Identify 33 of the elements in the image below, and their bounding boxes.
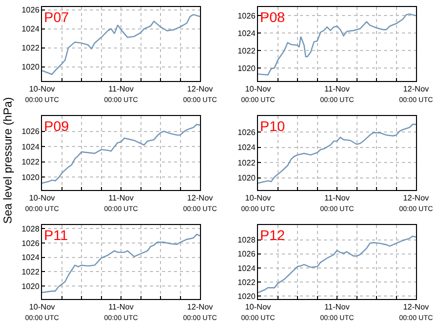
y-tick-label: 1024 <box>238 264 256 273</box>
chart-title: P08 <box>260 9 286 25</box>
y-tick-label: 1020 <box>238 174 256 183</box>
y-tick-label: 1028 <box>238 236 256 245</box>
chart-title: P11 <box>44 227 68 243</box>
y-tick-label: 1024 <box>22 24 40 34</box>
y-axis-title: Sea level pressure (hPa) <box>2 96 16 226</box>
y-tick-label: 1022 <box>238 158 256 168</box>
y-tick-label: 1024 <box>238 143 256 152</box>
y-tick-label: 1020 <box>238 64 256 73</box>
y-tick-label: 1022 <box>22 268 40 276</box>
y-tick-label: 1022 <box>22 44 40 53</box>
y-tick-label: 1026 <box>238 12 256 21</box>
chart-title: P10 <box>260 118 286 134</box>
y-tick-label: 1026 <box>238 128 256 137</box>
y-tick-label: 1020 <box>22 282 40 291</box>
y-tick-label: 1024 <box>238 28 256 38</box>
chart-title: P09 <box>44 118 70 134</box>
y-tick-label: 1020 <box>22 172 40 182</box>
y-tick-label: 1024 <box>22 142 40 152</box>
y-tick-label: 1026 <box>22 238 40 248</box>
y-tick-label: 1026 <box>22 127 40 136</box>
y-tick-label: 1022 <box>22 158 40 167</box>
y-tick-label: 1028 <box>22 224 40 234</box>
y-tick-label: 1026 <box>238 250 256 259</box>
y-tick-label: 1024 <box>22 253 40 262</box>
y-tick-label: 1020 <box>22 62 40 72</box>
y-tick-label: 1022 <box>238 46 256 56</box>
chart-title: P12 <box>260 227 286 243</box>
y-tick-label: 1020 <box>238 292 256 301</box>
chart-title: P07 <box>44 9 70 25</box>
y-tick-label: 1026 <box>22 6 40 15</box>
y-tick-label: 1022 <box>238 278 256 287</box>
